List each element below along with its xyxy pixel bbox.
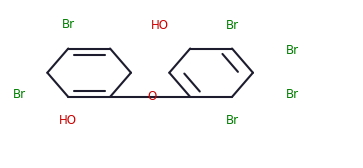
Text: HO: HO — [151, 19, 169, 32]
Text: HO: HO — [59, 114, 77, 127]
Text: Br: Br — [286, 45, 299, 57]
Text: Br: Br — [62, 18, 75, 31]
Text: Br: Br — [225, 114, 238, 127]
Text: Br: Br — [286, 88, 299, 101]
Text: Br: Br — [225, 19, 238, 32]
Text: Br: Br — [13, 88, 26, 101]
Text: O: O — [147, 90, 156, 103]
